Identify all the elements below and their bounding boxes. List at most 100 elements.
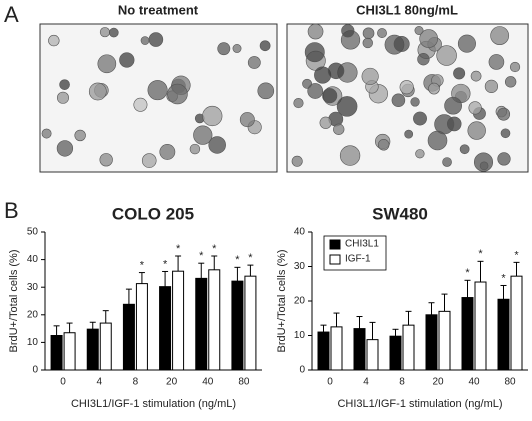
x-tick-label: 0 — [327, 377, 333, 388]
y-tick-label: 10 — [27, 337, 39, 348]
y-tick-label: 0 — [32, 365, 38, 376]
significance-mark: * — [235, 254, 240, 266]
image-title: CHI3L1 80ng/mL — [356, 2, 458, 17]
bar — [425, 314, 438, 371]
cell — [259, 40, 271, 52]
cell — [239, 112, 255, 128]
cell — [457, 34, 476, 53]
cell — [74, 129, 86, 142]
cell — [97, 54, 117, 74]
cell — [208, 136, 226, 154]
cell — [167, 83, 188, 105]
cell — [497, 152, 511, 166]
image-title: No treatment — [118, 2, 199, 17]
cell — [307, 83, 324, 99]
legend-swatch — [329, 254, 341, 265]
x-tick-label: 4 — [363, 377, 369, 388]
bar — [208, 269, 221, 371]
y-tick-label: 30 — [294, 261, 306, 272]
y-tick-label: 40 — [294, 227, 306, 238]
cell — [459, 144, 470, 155]
significance-mark: * — [248, 252, 253, 264]
y-tick-label: 10 — [294, 330, 306, 341]
cell — [428, 82, 440, 95]
cell — [414, 26, 424, 35]
y-tick-label: 20 — [294, 296, 306, 307]
cell — [470, 70, 482, 82]
x-tick-label: 4 — [96, 377, 102, 388]
cell — [488, 54, 505, 70]
x-tick-label: 8 — [399, 377, 405, 388]
cell — [417, 53, 430, 66]
bar — [63, 332, 76, 371]
x-tick-label: 80 — [238, 377, 250, 388]
cell — [500, 128, 511, 139]
cell — [307, 23, 324, 40]
cell — [304, 42, 325, 63]
cell — [333, 123, 345, 135]
x-tick-label: 40 — [202, 377, 214, 388]
x-axis-label: CHI3L1/IGF-1 stimulation (ng/mL) — [337, 398, 502, 410]
cell — [336, 96, 358, 117]
cell — [362, 27, 375, 40]
significance-mark: * — [212, 243, 217, 255]
cell — [109, 27, 119, 38]
bar — [474, 281, 487, 371]
cell — [442, 157, 452, 167]
cell — [391, 93, 406, 108]
y-axis-label: BrdU+/Total cells (%) — [8, 249, 20, 352]
cell — [504, 76, 517, 88]
cell — [159, 144, 176, 160]
cell — [468, 101, 482, 115]
x-tick-label: 20 — [166, 377, 178, 388]
cell — [410, 97, 420, 107]
bar — [86, 328, 99, 371]
significance-mark: * — [140, 259, 145, 271]
cell — [399, 80, 414, 95]
bar — [317, 331, 330, 371]
cell — [377, 28, 387, 38]
cell — [479, 161, 489, 171]
bar — [231, 280, 244, 371]
cell — [88, 82, 107, 101]
cell — [413, 111, 427, 126]
cell — [404, 129, 414, 139]
cell — [119, 52, 135, 68]
cell — [415, 149, 425, 159]
bar — [159, 286, 172, 371]
cell — [56, 91, 69, 104]
cell — [141, 153, 157, 168]
legend-label: IGF-1 — [345, 254, 371, 265]
bar — [497, 298, 510, 371]
cell — [419, 29, 438, 48]
cell — [217, 42, 231, 56]
cell — [322, 88, 338, 104]
cell — [434, 114, 455, 135]
significance-mark: * — [478, 248, 483, 260]
x-tick-label: 20 — [432, 377, 444, 388]
cell — [202, 105, 223, 127]
legend-label: CHI3L1 — [345, 239, 379, 250]
legend-swatch — [329, 239, 341, 250]
cell — [232, 44, 242, 53]
bar — [366, 339, 379, 371]
bar — [461, 297, 474, 371]
x-tick-label: 80 — [504, 377, 516, 388]
chart-title: COLO 205 — [112, 204, 194, 223]
cell — [99, 27, 110, 38]
bar — [330, 326, 343, 371]
cell — [362, 37, 373, 49]
bar — [438, 310, 451, 371]
cell — [291, 155, 303, 167]
cell — [467, 121, 486, 140]
cell — [319, 116, 332, 129]
cell — [247, 56, 261, 69]
significance-mark: * — [501, 272, 506, 284]
significance-mark: * — [514, 249, 519, 261]
cell — [497, 107, 511, 121]
bar — [389, 335, 402, 371]
cell — [339, 145, 361, 166]
y-tick-label: 30 — [27, 282, 39, 293]
cell — [453, 67, 466, 80]
